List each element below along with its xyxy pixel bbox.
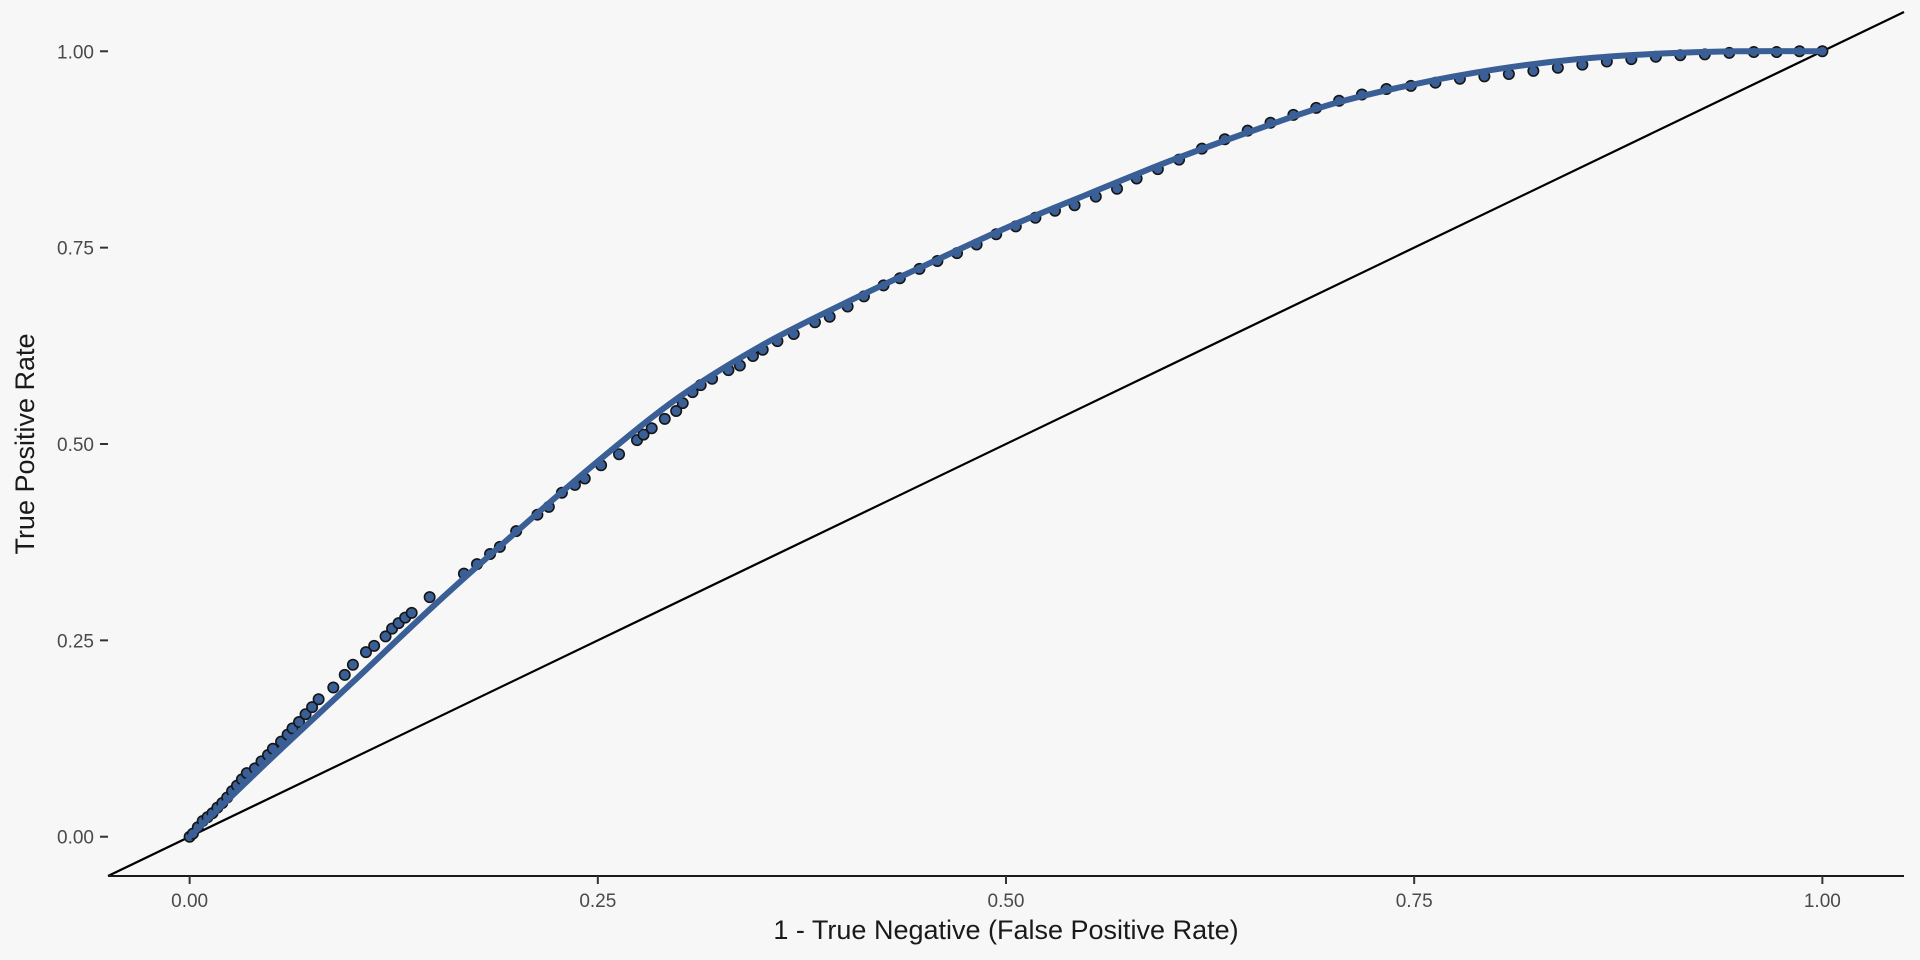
smooth-fit-curve — [186, 48, 1826, 840]
axes-layer: 0.00 0.25 0.50 0.75 1.00 0.00 0.25 0.50 0.75 1.00 — [57, 42, 1904, 912]
data-point — [293, 716, 306, 729]
smooth-curve-layer — [186, 48, 1826, 840]
data-point — [379, 630, 392, 643]
data-point — [613, 448, 626, 461]
x-axis-title: 1 - True Negative (False Positive Rate) — [773, 915, 1238, 945]
reference-line-layer — [107, 11, 1905, 877]
data-point — [423, 591, 436, 604]
data-point — [312, 693, 325, 706]
x-tick-label: 0.00 — [171, 891, 208, 912]
data-point — [327, 681, 340, 694]
x-tick-label: 0.25 — [579, 891, 616, 912]
data-point — [405, 606, 418, 619]
reference-diagonal-line — [107, 11, 1905, 877]
y-tick-label: 0.25 — [57, 631, 94, 652]
data-point — [306, 701, 319, 714]
y-tick-label: 1.00 — [57, 42, 94, 63]
y-tick-label: 0.00 — [57, 828, 94, 849]
x-tick-label: 0.50 — [988, 891, 1025, 912]
data-point — [346, 658, 359, 671]
x-tick-label: 0.75 — [1396, 891, 1433, 912]
data-point — [359, 646, 372, 659]
data-point — [637, 428, 650, 441]
x-tick-label: 1.00 — [1804, 891, 1841, 912]
data-point — [670, 405, 683, 418]
y-axis-title: True Positive Rate — [10, 333, 40, 554]
data-point — [645, 422, 658, 435]
data-point — [338, 668, 351, 681]
data-point — [658, 412, 671, 425]
y-tick-label: 0.75 — [57, 239, 94, 260]
data-point — [368, 639, 381, 652]
y-tick-label: 0.50 — [57, 435, 94, 456]
